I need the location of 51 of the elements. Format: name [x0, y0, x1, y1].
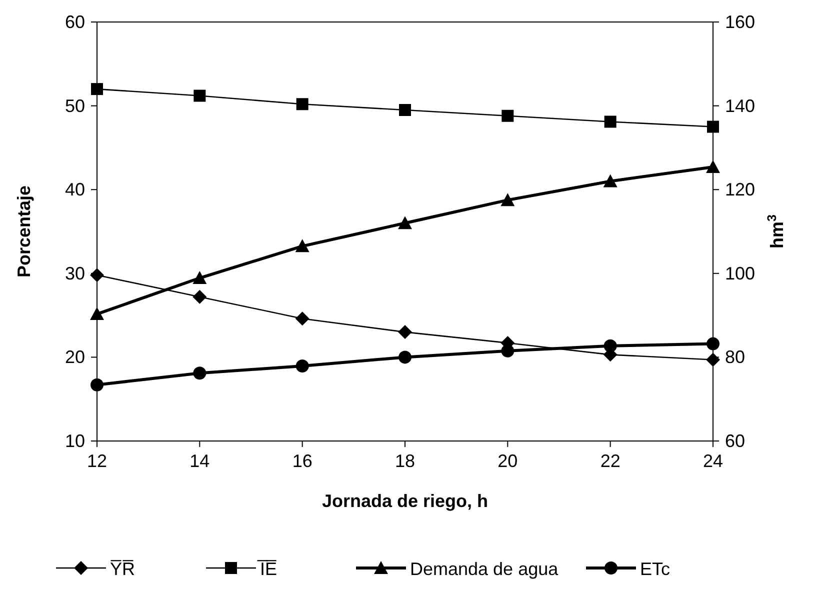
x-tick-label: 12: [86, 451, 108, 471]
point: [604, 116, 616, 128]
point: [295, 312, 310, 326]
point: [501, 344, 514, 358]
point: [603, 174, 618, 188]
y2-tick-label: 100: [725, 263, 756, 284]
point: [500, 193, 515, 206]
x-tick-label: 22: [600, 451, 620, 471]
y-tick-label: 30: [64, 263, 85, 284]
x-tick-label: 16: [292, 451, 312, 471]
x-axis-title: Jornada de riego, h: [322, 491, 488, 511]
point: [707, 120, 719, 133]
point: [91, 83, 103, 96]
point: [398, 216, 412, 230]
point: [398, 325, 412, 340]
y-tick-label: 10: [64, 431, 85, 451]
y2-tick-label: 140: [725, 96, 756, 116]
point: [90, 307, 104, 320]
x-tick-label: 20: [498, 451, 518, 471]
legend-label: I̅E̅: [256, 559, 278, 579]
point: [192, 290, 207, 304]
y2-tick-label: 60: [725, 431, 746, 451]
legend-label: Demanda de agua: [410, 559, 560, 579]
point: [706, 337, 720, 350]
point: [502, 110, 514, 122]
x-tick-label: 24: [702, 451, 724, 471]
y-tick-label: 60: [64, 12, 85, 32]
point: [296, 98, 308, 110]
x-tick-label: 14: [190, 451, 210, 471]
y-tick-label: 20: [64, 347, 85, 368]
y-tick-label: 40: [64, 180, 85, 200]
point: [90, 378, 104, 392]
point: [193, 366, 206, 380]
point: [604, 339, 617, 352]
point: [706, 352, 720, 367]
y-tick-label: 50: [64, 96, 85, 116]
y2-tick-label: 80: [725, 347, 746, 368]
y2-tick-label: 120: [725, 180, 756, 200]
point: [296, 360, 309, 372]
point: [295, 239, 310, 252]
legend-label: Y̅R̅: [110, 559, 136, 579]
y2-tick-label: 160: [725, 12, 756, 32]
point: [398, 350, 412, 364]
point: [192, 271, 207, 284]
point: [90, 268, 104, 282]
legend-label: ETc: [640, 559, 670, 579]
point: [194, 90, 206, 102]
point: [399, 104, 411, 116]
y-axis-title: Porcentaje: [14, 185, 34, 278]
x-tick-label: 18: [394, 451, 416, 471]
point: [706, 160, 720, 173]
